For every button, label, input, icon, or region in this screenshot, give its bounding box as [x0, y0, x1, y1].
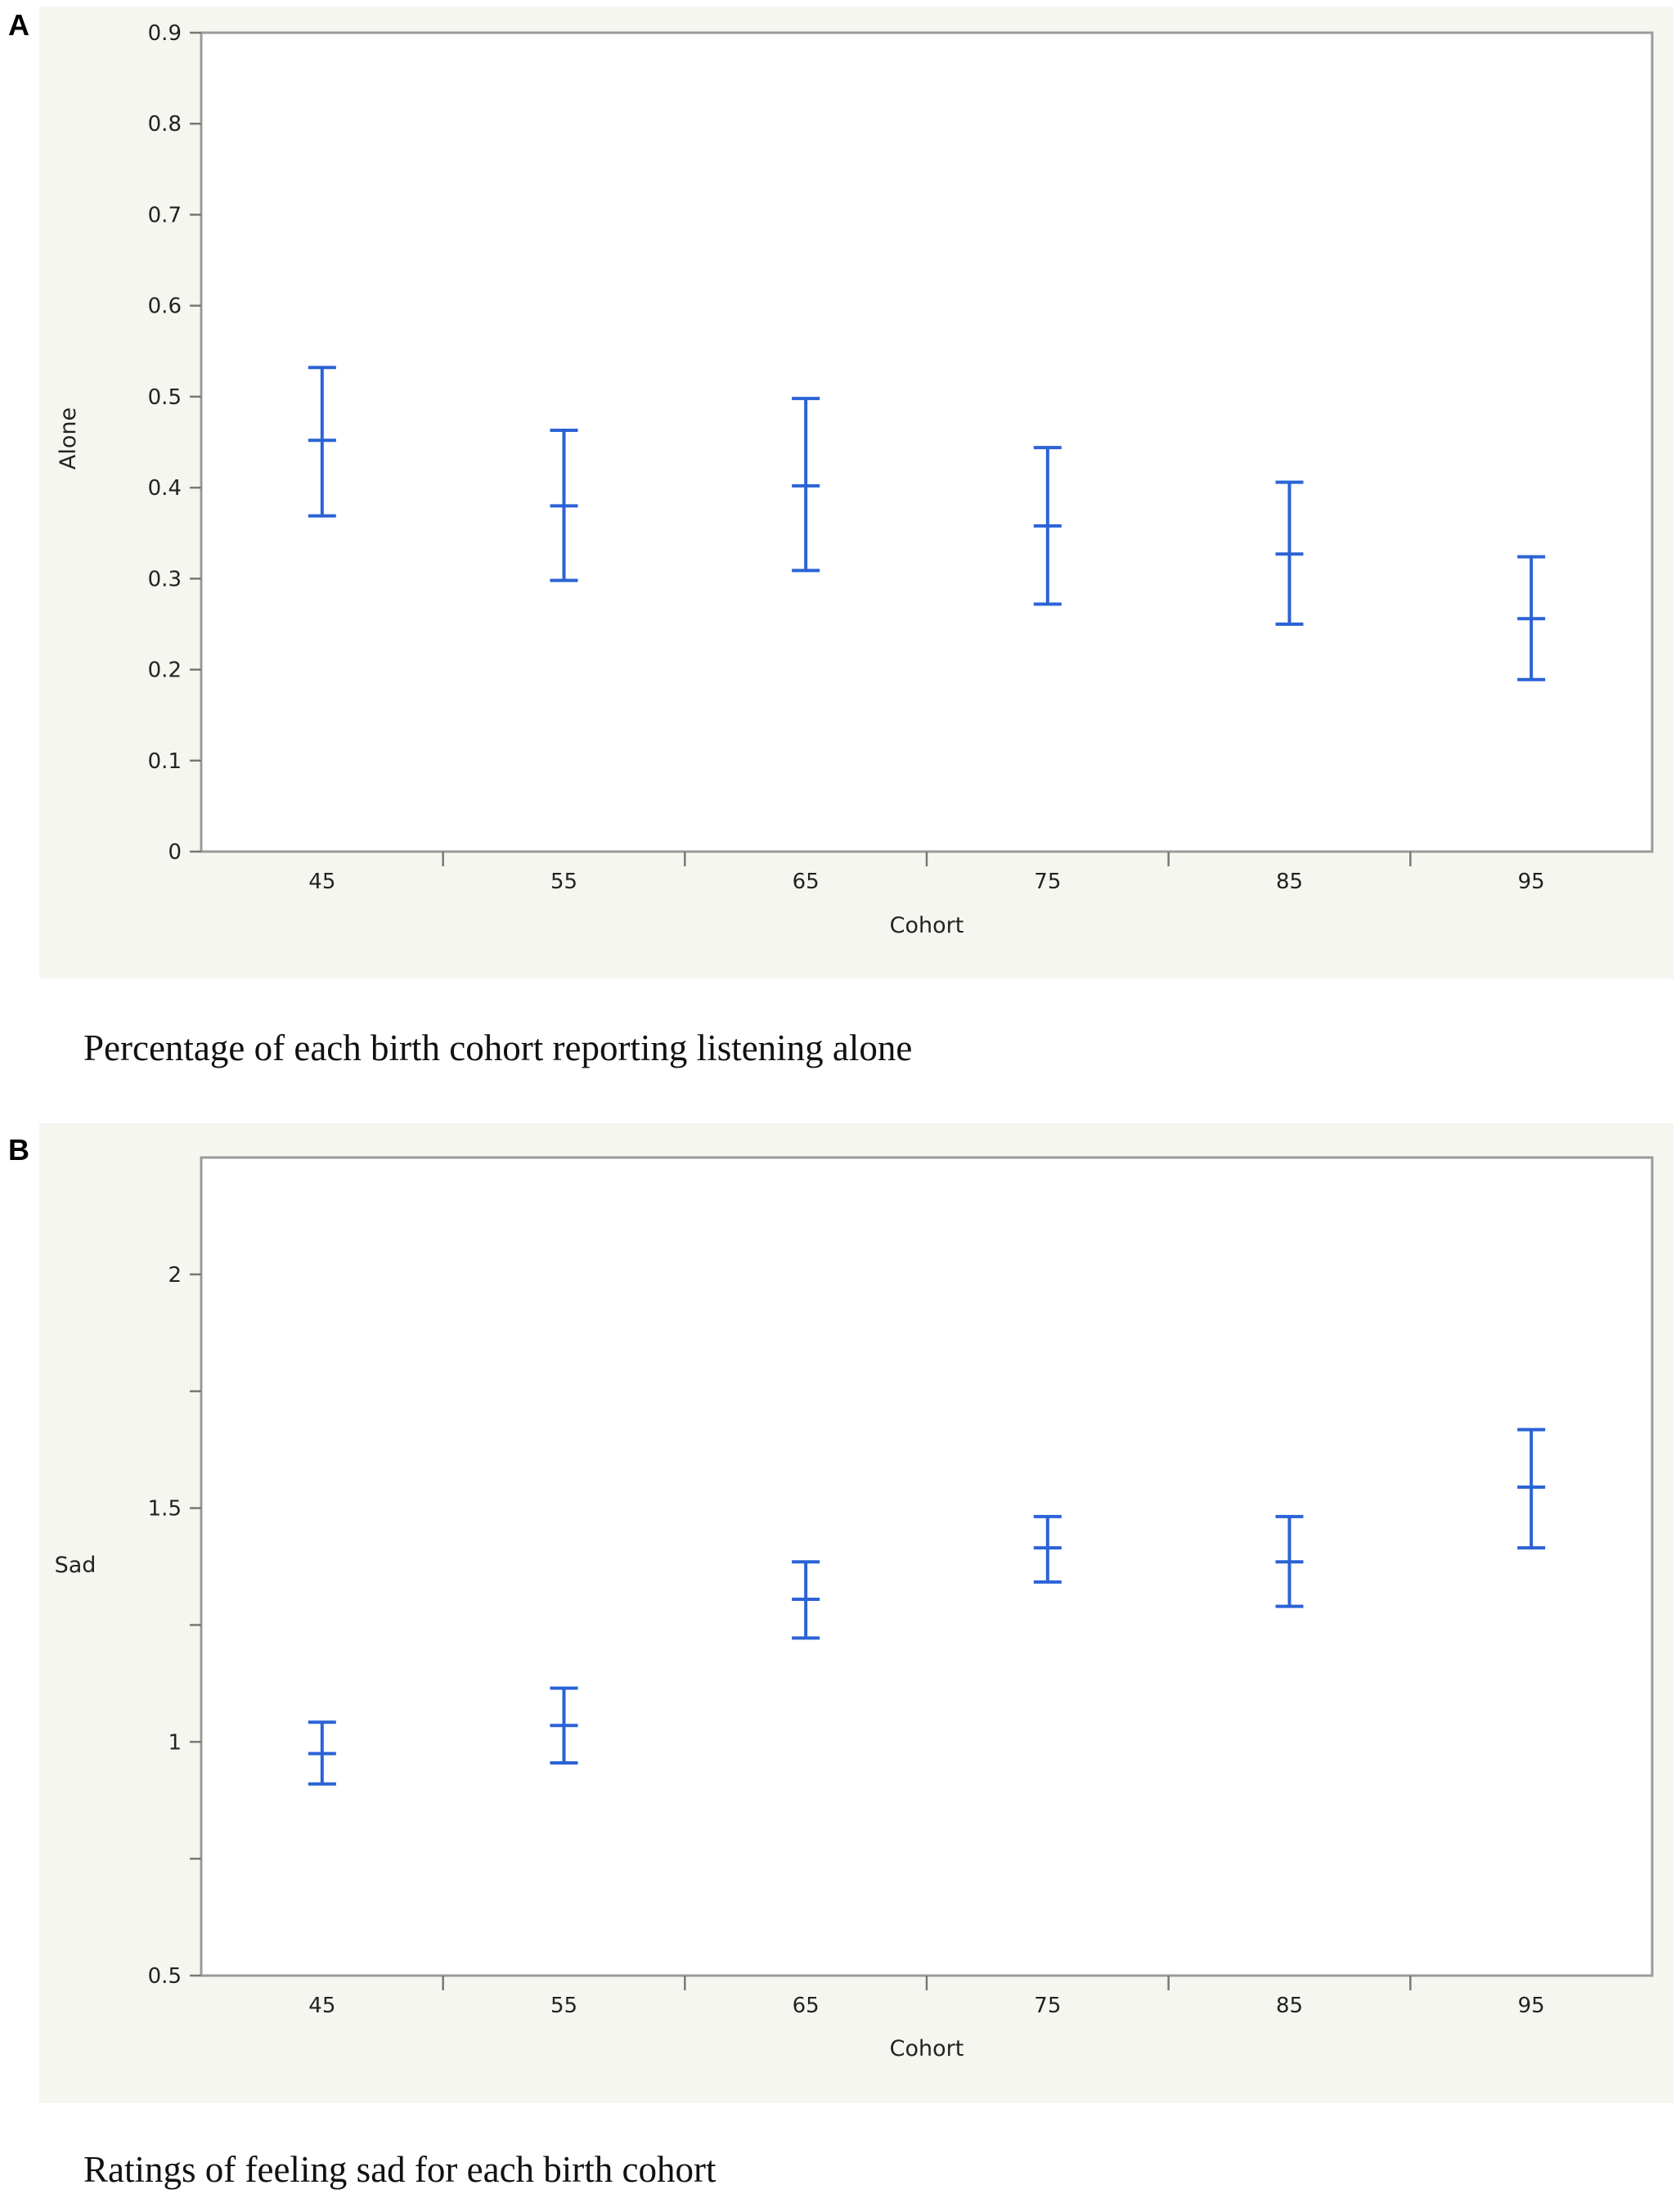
- y-tick-label: 0: [168, 840, 182, 865]
- y-tick-label: 0.1: [148, 749, 182, 774]
- x-tick-label: 45: [308, 870, 335, 894]
- y-tick-label: 0.8: [148, 112, 182, 137]
- panel-b-letter: B: [8, 1133, 29, 1167]
- x-tick-label: 75: [1034, 870, 1061, 894]
- plot-frame: [200, 31, 1654, 853]
- panel-a-letter: A: [8, 8, 29, 42]
- panel-a-caption: Percentage of each birth cohort reportin…: [83, 1027, 913, 1068]
- plot-frame: [200, 1156, 1654, 1977]
- x-tick-label: 85: [1276, 870, 1303, 894]
- sad-by-cohort-chart: 0.5 1 1.5 2 45 55 65 75 85 95 Cohort Sad: [55, 1156, 1654, 2061]
- x-tick-label: 55: [550, 1994, 577, 2018]
- y-tick-label: 0.9: [148, 21, 182, 46]
- y-tick-label: 0.2: [148, 659, 182, 683]
- x-axis-title: Cohort: [890, 2036, 964, 2061]
- y-tick-label: 0.3: [148, 567, 182, 591]
- x-axis-title: Cohort: [890, 913, 964, 938]
- y-tick-label: 2: [168, 1263, 182, 1288]
- y-tick-label: 0.5: [148, 1964, 182, 1989]
- x-tick-label: 65: [793, 870, 820, 894]
- y-axis-title: Alone: [56, 407, 81, 470]
- y-tick-label: 1: [168, 1730, 182, 1755]
- y-tick-label: 1.5: [148, 1497, 182, 1522]
- x-tick-label: 75: [1034, 1994, 1061, 2018]
- x-tick-label: 95: [1518, 1994, 1545, 2018]
- x-tick-label: 55: [550, 870, 577, 894]
- alone-by-cohort-chart: 0 0.1 0.2 0.3 0.4 0.5 0.6 0.7 0.8 0.9 45 55 65 75 85 95…: [56, 21, 1654, 938]
- panel-b-caption: Ratings of feeling sad for each birth co…: [83, 2149, 716, 2190]
- x-tick-label: 85: [1276, 1994, 1303, 2018]
- x-tick-label: 95: [1518, 870, 1545, 894]
- y-tick-label: 0.5: [148, 385, 182, 410]
- y-tick-label: 0.6: [148, 294, 182, 319]
- x-tick-label: 45: [308, 1994, 335, 2018]
- y-tick-label: 0.4: [148, 476, 182, 501]
- x-tick-label: 65: [793, 1994, 820, 2018]
- y-axis-title: Sad: [55, 1553, 97, 1578]
- y-tick-label: 0.7: [148, 203, 182, 227]
